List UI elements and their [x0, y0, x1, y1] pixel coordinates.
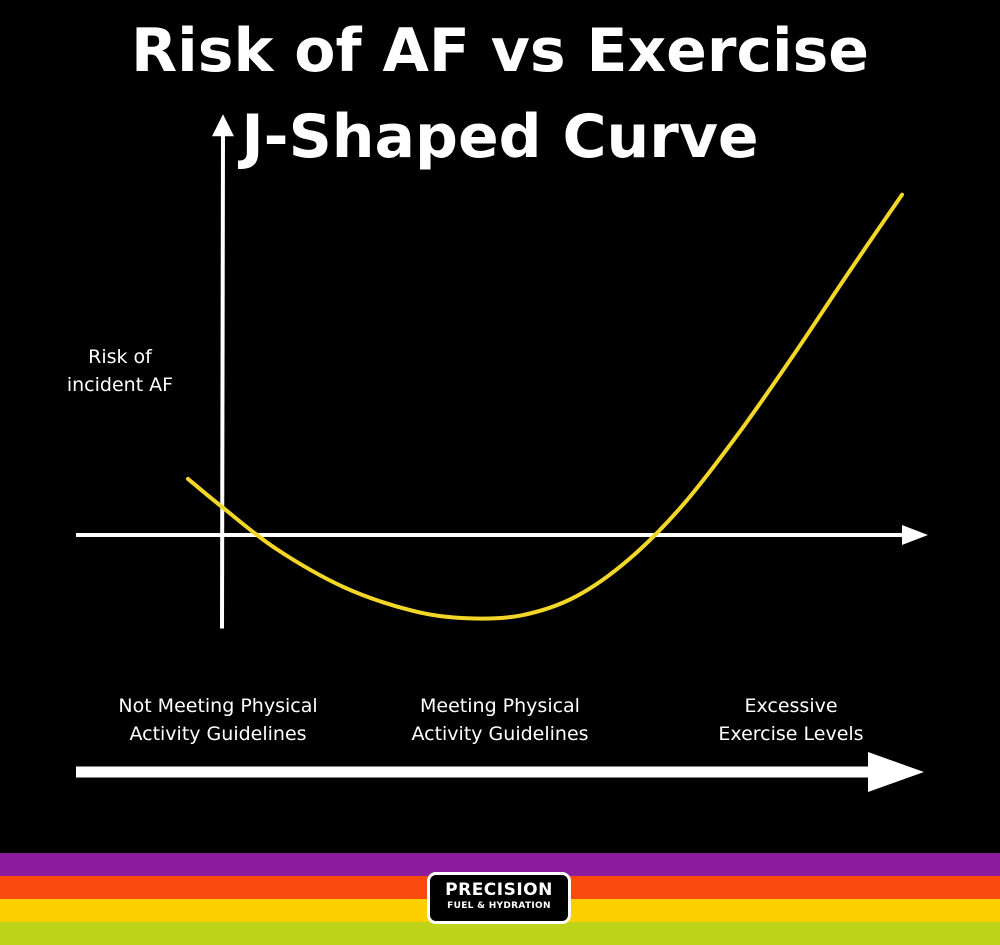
y-axis-label-line-2: incident AF [66, 374, 174, 396]
chart-title-line-1: Risk of AF vs Exercise [130, 16, 870, 86]
y-axis-label: Risk of incident AF [60, 343, 180, 399]
chart-title-line-2: J-Shaped Curve [241, 102, 759, 172]
logo-tagline: FUEL & HYDRATION [447, 901, 551, 911]
chart-title: Risk of AF vs Exercise J-Shaped Curve [0, 8, 1000, 180]
category-label-line-2: Activity Guidelines [129, 723, 307, 745]
stripe-purple [0, 853, 1000, 876]
category-meeting-guidelines: Meeting Physical Activity Guidelines [380, 692, 620, 748]
category-not-meeting-guidelines: Not Meeting Physical Activity Guidelines [98, 692, 338, 748]
x-axis-arrowhead [902, 525, 928, 545]
y-axis-label-line-1: Risk of [88, 346, 152, 368]
category-label-line-1: Not Meeting Physical [118, 695, 318, 717]
category-excessive-exercise: Excessive Exercise Levels [671, 692, 911, 748]
category-label-line-2: Exercise Levels [718, 723, 864, 745]
y-axis-arrowhead [212, 114, 234, 137]
exercise-level-arrowhead [868, 752, 924, 792]
series-line-risk-of-incident-af [186, 192, 904, 621]
category-label-line-1: Excessive [744, 695, 838, 717]
logo-wordmark: PRECISION [445, 880, 553, 900]
y-axis [220, 132, 225, 629]
precision-logo: PRECISION FUEL & HYDRATION [427, 872, 571, 924]
chart-plot [76, 114, 928, 792]
category-label-line-1: Meeting Physical [420, 695, 580, 717]
stripe-lime [0, 922, 1000, 945]
category-label-line-2: Activity Guidelines [411, 723, 589, 745]
